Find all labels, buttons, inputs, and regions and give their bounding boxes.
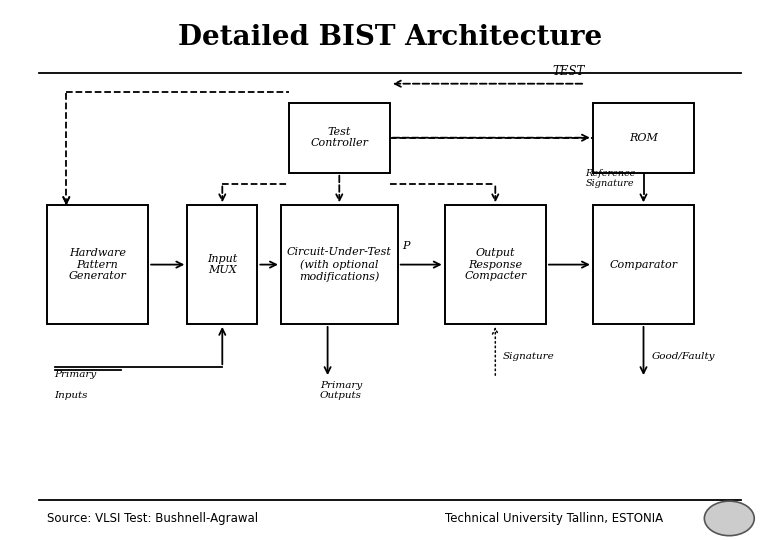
Text: Comparator: Comparator — [609, 260, 678, 269]
Text: Reference
Signature: Reference Signature — [585, 168, 636, 188]
Text: Detailed BIST Architecture: Detailed BIST Architecture — [178, 24, 602, 51]
Bar — [187, 205, 257, 324]
Text: Test
Controller: Test Controller — [310, 127, 368, 148]
Text: Output
Response
Compacter: Output Response Compacter — [464, 248, 526, 281]
Text: Circuit-Under-Test
(with optional
modifications): Circuit-Under-Test (with optional modifi… — [287, 247, 392, 282]
Text: Technical University Tallinn, ESTONIA: Technical University Tallinn, ESTONIA — [445, 512, 663, 525]
Text: Source: VLSI Test: Bushnell-Agrawal: Source: VLSI Test: Bushnell-Agrawal — [47, 512, 258, 525]
Text: Inputs: Inputs — [55, 392, 88, 401]
Text: Input
MUX: Input MUX — [207, 254, 237, 275]
Bar — [593, 205, 694, 324]
Bar — [289, 103, 390, 173]
Circle shape — [704, 501, 754, 536]
Text: P: P — [402, 241, 410, 251]
Text: Primary: Primary — [55, 370, 97, 379]
Bar — [281, 205, 398, 324]
Bar — [47, 205, 148, 324]
Bar — [593, 103, 694, 173]
Text: Signature: Signature — [503, 352, 555, 361]
Text: ROM: ROM — [629, 133, 658, 143]
Bar — [445, 205, 546, 324]
Text: Hardware
Pattern
Generator: Hardware Pattern Generator — [69, 248, 126, 281]
Text: TEST: TEST — [552, 65, 585, 78]
Text: Primary
Outputs: Primary Outputs — [320, 381, 362, 400]
Text: Good/Faulty: Good/Faulty — [651, 352, 714, 361]
